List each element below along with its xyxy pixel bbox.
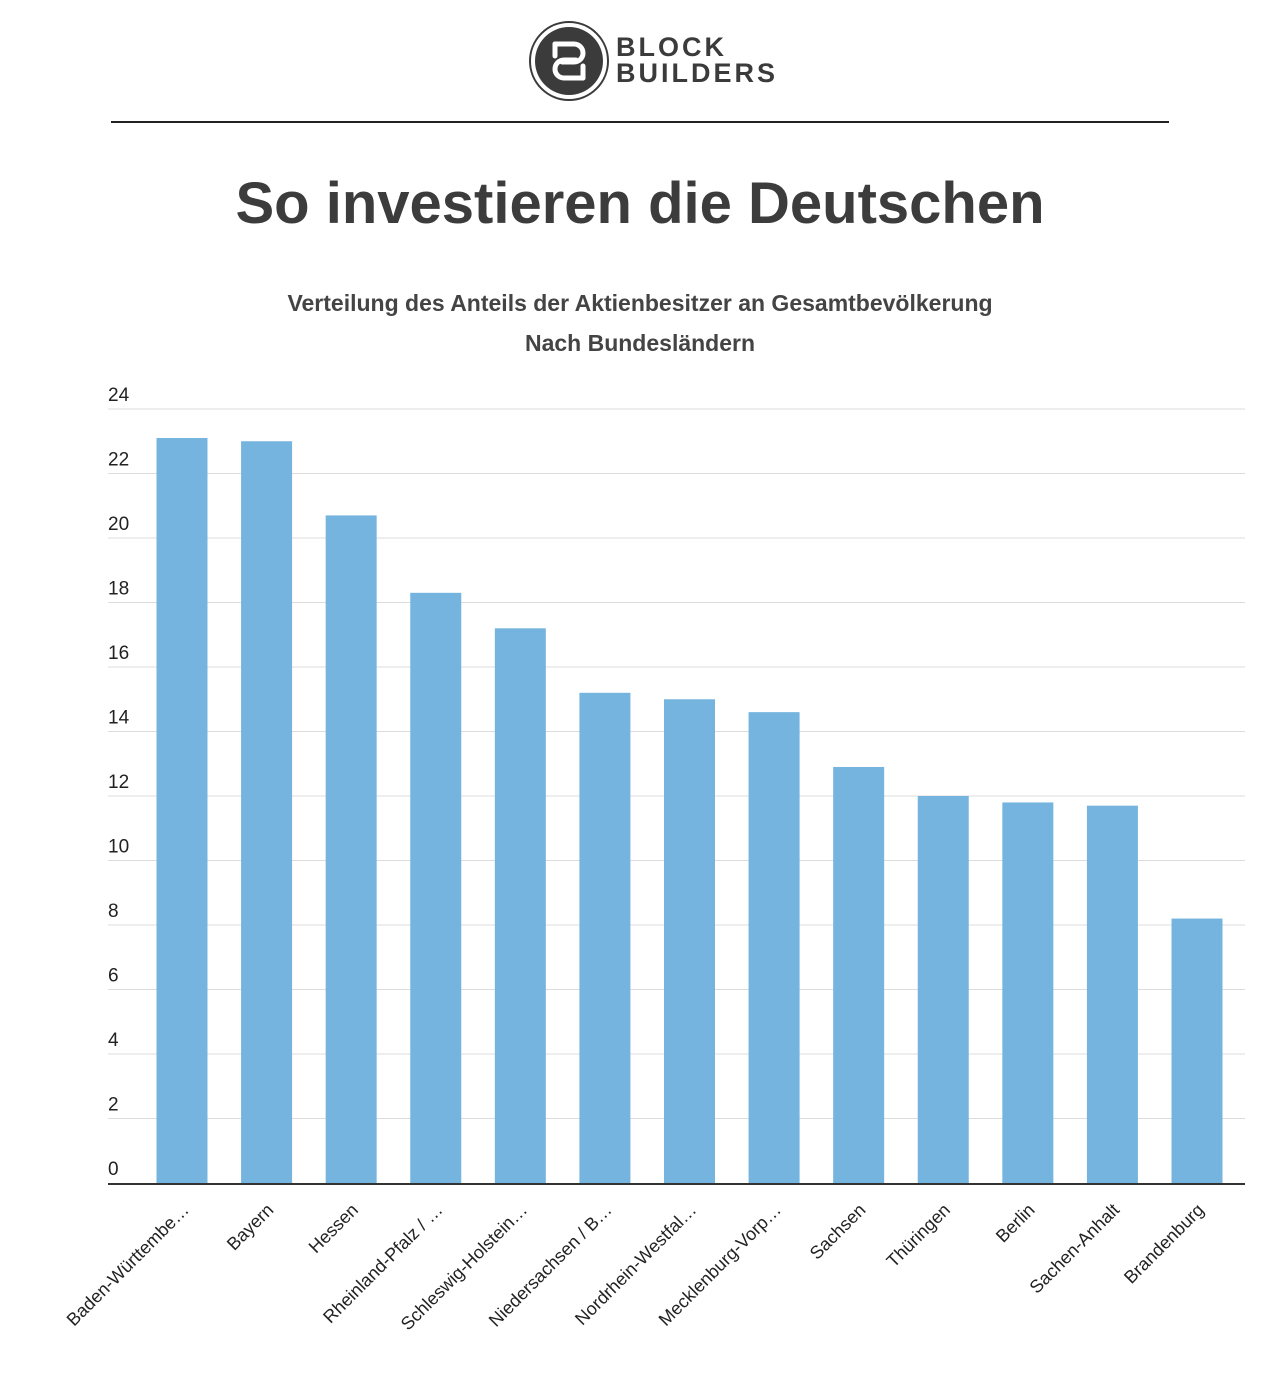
bar [410, 592, 462, 1183]
chart-subtitle-block: Verteilung des Anteils der Aktienbesitze… [0, 283, 1280, 363]
bar [1086, 805, 1138, 1183]
page-title: So investieren die Deutschen [235, 171, 1045, 236]
brand-wordmark: BLOCK BUILDERS [616, 32, 779, 88]
linked-b-icon [529, 21, 609, 101]
y-tick-label: 18 [108, 579, 129, 600]
x-tick-label: Hessen [305, 1200, 362, 1257]
x-tick-label: Baden-Württembe… [63, 1200, 193, 1330]
bar [1171, 918, 1223, 1183]
y-tick-label: 20 [108, 514, 129, 535]
bar [664, 699, 715, 1183]
bar [494, 628, 546, 1183]
x-tick-label: Thüringen [883, 1200, 954, 1271]
bar [579, 692, 631, 1183]
bar [833, 766, 885, 1183]
bar [241, 441, 293, 1183]
x-tick-label: Brandenburg [1120, 1200, 1208, 1288]
y-tick-label: 12 [108, 772, 129, 793]
y-tick-label: 16 [108, 643, 129, 664]
y-tick-label: 14 [108, 708, 130, 729]
brand-line1: BLOCK [616, 32, 727, 62]
bar [1002, 802, 1054, 1183]
bar [156, 438, 208, 1183]
chart-subtitle: Nach Bundesländern [524, 330, 756, 356]
header-divider [111, 121, 1169, 123]
bar [748, 712, 800, 1183]
bar [325, 515, 377, 1183]
brand-line2: BUILDERS [616, 58, 779, 88]
brand-logo: BLOCK BUILDERS [528, 20, 775, 106]
y-tick-label: 2 [108, 1095, 119, 1116]
chart-title: Verteilung des Anteils der Aktienbesitze… [287, 290, 993, 316]
y-tick-label: 6 [108, 966, 119, 987]
x-tick-label: Berlin [992, 1200, 1039, 1247]
y-tick-label: 10 [108, 837, 129, 858]
x-tick-label: Sachen-Anhalt [1026, 1200, 1124, 1298]
x-tick-label: Sachsen [806, 1200, 870, 1264]
y-tick-label: 22 [108, 450, 129, 471]
y-tick-label: 24 [108, 385, 130, 406]
y-tick-label: 0 [108, 1159, 119, 1180]
bar [917, 796, 969, 1183]
y-tick-label: 8 [108, 901, 119, 922]
x-tick-label: Bayern [223, 1200, 277, 1254]
y-tick-label: 4 [108, 1030, 119, 1051]
